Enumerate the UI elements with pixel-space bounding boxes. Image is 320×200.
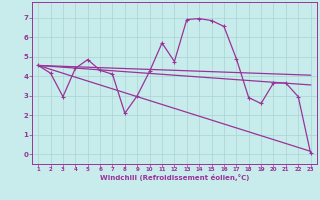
X-axis label: Windchill (Refroidissement éolien,°C): Windchill (Refroidissement éolien,°C) — [100, 174, 249, 181]
